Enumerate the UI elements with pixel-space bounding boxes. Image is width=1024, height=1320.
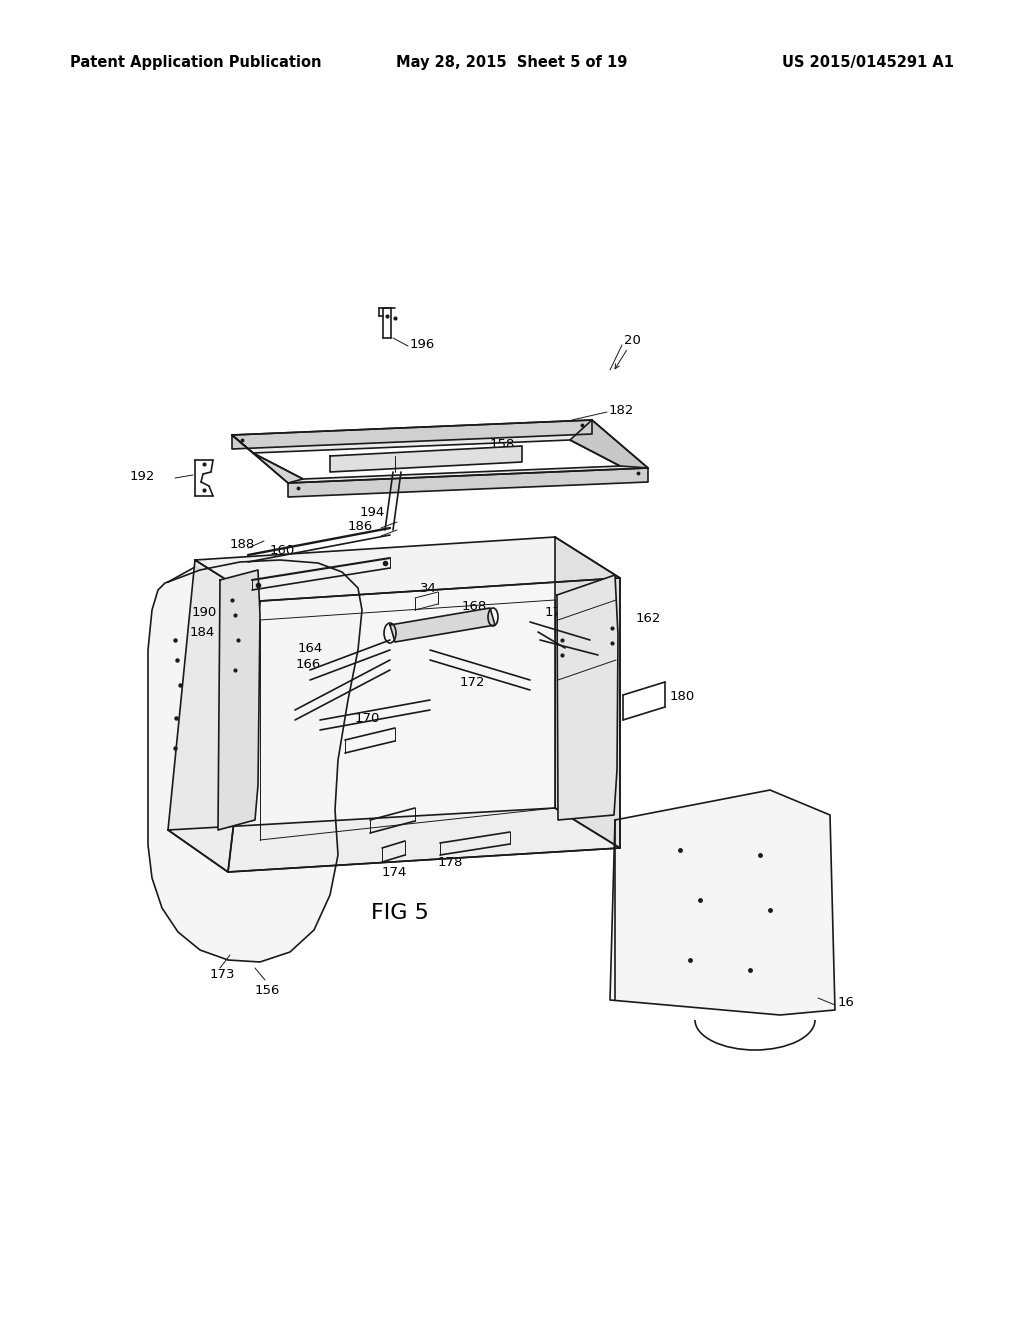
Text: 160: 160 (270, 544, 295, 557)
Polygon shape (218, 570, 260, 830)
Text: 182: 182 (609, 404, 635, 417)
Polygon shape (390, 609, 495, 642)
Text: 173: 173 (210, 969, 236, 982)
Polygon shape (228, 578, 620, 873)
Text: Patent Application Publication: Patent Application Publication (70, 54, 322, 70)
Text: 184: 184 (190, 626, 215, 639)
Polygon shape (232, 420, 648, 483)
Text: May 28, 2015  Sheet 5 of 19: May 28, 2015 Sheet 5 of 19 (396, 54, 628, 70)
Text: 174: 174 (382, 866, 408, 879)
Polygon shape (195, 537, 620, 601)
Text: FIG 5: FIG 5 (371, 903, 429, 923)
Polygon shape (557, 576, 618, 820)
Text: 196: 196 (410, 338, 435, 351)
Text: 172: 172 (460, 676, 485, 689)
Text: 170: 170 (355, 711, 380, 725)
Polygon shape (232, 420, 592, 449)
Text: 180: 180 (670, 689, 695, 702)
Text: 173': 173' (545, 606, 574, 619)
Text: 16: 16 (838, 997, 855, 1010)
Polygon shape (232, 436, 303, 483)
Text: 168: 168 (462, 599, 487, 612)
Text: 156: 156 (255, 983, 281, 997)
Text: 194: 194 (360, 506, 385, 519)
Text: 158: 158 (490, 437, 515, 450)
Polygon shape (288, 469, 648, 498)
Text: 34: 34 (420, 582, 437, 594)
Polygon shape (330, 446, 522, 473)
Text: 164: 164 (298, 642, 324, 655)
Text: 20: 20 (624, 334, 641, 346)
Polygon shape (253, 440, 620, 479)
Polygon shape (570, 420, 648, 469)
Text: 178: 178 (438, 855, 464, 869)
Polygon shape (555, 537, 620, 847)
Text: US 2015/0145291 A1: US 2015/0145291 A1 (782, 54, 954, 70)
Polygon shape (168, 560, 260, 873)
Polygon shape (610, 789, 835, 1015)
Text: 176: 176 (570, 647, 595, 660)
Text: 192: 192 (130, 470, 156, 483)
Polygon shape (148, 560, 362, 962)
Text: 166: 166 (296, 657, 322, 671)
Text: 188: 188 (230, 539, 255, 552)
Text: 162: 162 (636, 611, 662, 624)
Text: 190: 190 (193, 606, 217, 619)
Text: 186: 186 (348, 520, 374, 533)
Polygon shape (168, 808, 620, 873)
